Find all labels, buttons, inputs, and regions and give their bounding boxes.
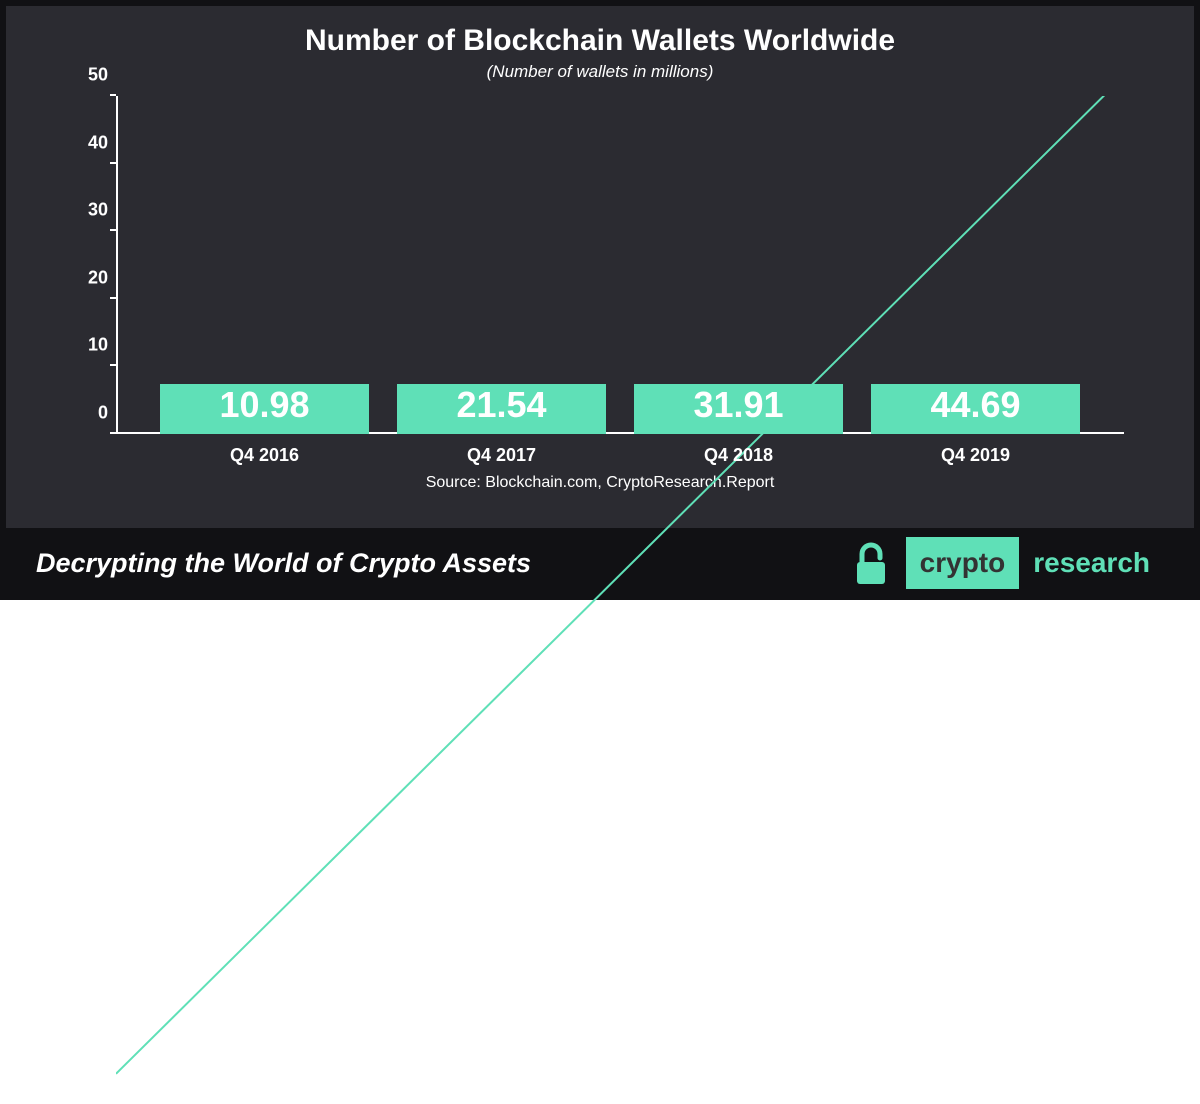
y-tick-mark (110, 229, 116, 231)
logo-right: research (1019, 537, 1164, 589)
infographic-root: Number of Blockchain Wallets Worldwide (… (0, 0, 1200, 600)
bar-value-label: 44.69 (930, 384, 1020, 434)
x-axis-labels: Q4 2016 Q4 2017 Q4 2018 Q4 2019 (116, 445, 1124, 466)
bar-value-label: 10.98 (219, 384, 309, 434)
chart-plot: 10.9821.5431.9144.69 Q4 2016Q4 2017Q4 20… (116, 96, 1124, 466)
x-axis-label: Q4 2017 (397, 445, 606, 466)
bar-value-label: 31.91 (693, 384, 783, 434)
y-tick-mark (110, 364, 116, 366)
bar: 10.98 (160, 384, 369, 434)
y-tick-mark (110, 94, 116, 96)
brand-logo: crypto research (906, 537, 1164, 589)
logo-left: crypto (906, 537, 1020, 589)
y-tick-label: 40 (68, 132, 108, 153)
y-tick-label: 50 (68, 65, 108, 86)
y-tick-label: 20 (68, 267, 108, 288)
brand: crypto research (852, 537, 1164, 589)
bar: 44.69 (871, 384, 1080, 434)
x-axis-label: Q4 2016 (160, 445, 369, 466)
bar-group: 10.98 (160, 384, 369, 434)
y-tick-mark (110, 432, 116, 434)
lock-icon (852, 540, 890, 586)
footer-tagline: Decrypting the World of Crypto Assets (36, 548, 531, 579)
y-tick-mark (110, 162, 116, 164)
bar-group-container: 10.98 21.54 31.91 44.69 (116, 96, 1124, 434)
chart-subtitle: (Number of wallets in millions) (46, 62, 1154, 82)
y-tick-label: 10 (68, 335, 108, 356)
x-axis-label: Q4 2019 (871, 445, 1080, 466)
chart-title: Number of Blockchain Wallets Worldwide (46, 24, 1154, 58)
x-axis-label: Q4 2018 (634, 445, 843, 466)
bar: 21.54 (397, 384, 606, 434)
bar-value-label: 21.54 (456, 384, 546, 434)
chart-source: Source: Blockchain.com, CryptoResearch.R… (46, 474, 1154, 492)
chart-area: Number of Blockchain Wallets Worldwide (… (0, 0, 1200, 528)
y-tick-label: 0 (68, 403, 108, 424)
footer: Decrypting the World of Crypto Assets cr… (0, 528, 1200, 600)
bar-group: 21.54 (397, 384, 606, 434)
bar: 31.91 (634, 384, 843, 434)
y-tick-mark (110, 297, 116, 299)
bar-group: 44.69 (871, 384, 1080, 434)
bar-group: 31.91 (634, 384, 843, 434)
y-tick-label: 30 (68, 200, 108, 221)
